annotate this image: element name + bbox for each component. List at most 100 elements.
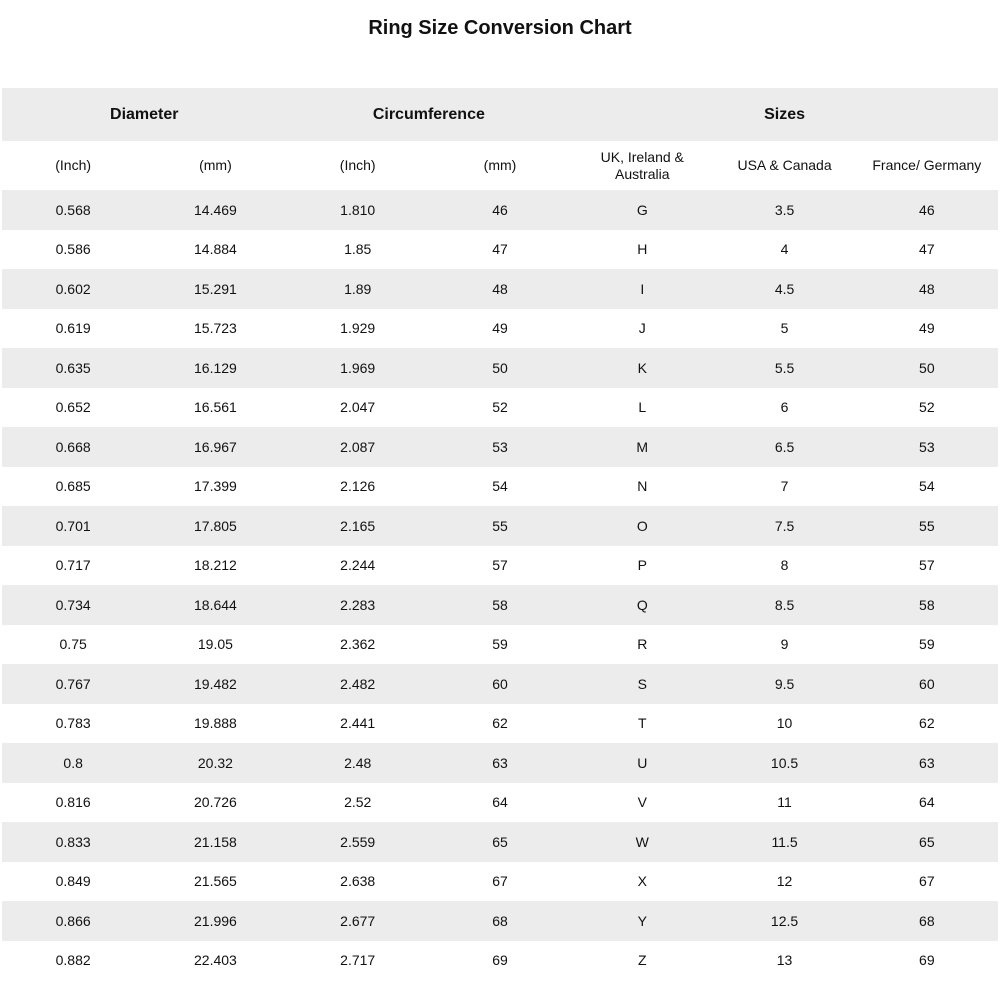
cell-usa-size: 4.5 <box>774 280 795 297</box>
cell-diameter-inch: 0.783 <box>55 715 91 732</box>
cell-usa-size: 4 <box>780 241 789 258</box>
table-row: 0.75 19.05 2.362 59 R 9 59 <box>2 625 998 665</box>
cell-circumference-inch: 2.677 <box>340 912 376 929</box>
cell-france-size: 64 <box>919 794 935 811</box>
cell-france-size: 60 <box>919 675 935 692</box>
subheader-circumference-inch: (Inch) <box>286 141 429 190</box>
cell-diameter-inch: 0.568 <box>55 201 91 218</box>
cell-diameter-mm: 21.996 <box>194 912 237 929</box>
cell-circumference-mm: 47 <box>492 241 508 258</box>
table-row: 0.619 15.723 1.929 49 J 5 49 <box>2 309 998 349</box>
cell-diameter-mm: 22.403 <box>194 952 237 969</box>
cell-uk-size: T <box>637 715 647 732</box>
cell-diameter-mm: 19.888 <box>194 715 237 732</box>
cell-diameter-inch: 0.734 <box>55 596 91 613</box>
cell-diameter-mm: 19.482 <box>194 675 237 692</box>
cell-france-size: 59 <box>919 636 935 653</box>
cell-uk-size: N <box>637 478 648 495</box>
cell-diameter-inch: 0.849 <box>55 873 91 890</box>
table-row: 0.685 17.399 2.126 54 N 7 54 <box>2 467 998 507</box>
cell-usa-size: 9.5 <box>774 675 795 692</box>
subheader-circumference-mm: (mm) <box>428 141 572 190</box>
cell-circumference-inch: 1.89 <box>344 280 372 297</box>
cell-usa-size: 3.5 <box>774 201 795 218</box>
cell-uk-size: M <box>636 438 649 455</box>
table-row: 0.586 14.884 1.85 47 H 4 47 <box>2 230 998 270</box>
cell-usa-size: 10.5 <box>770 754 799 771</box>
cell-usa-size: 11 <box>777 794 792 811</box>
cell-france-size: 69 <box>919 952 935 969</box>
cell-france-size: 58 <box>919 596 935 613</box>
cell-france-size: 53 <box>919 438 935 455</box>
table-row: 0.701 17.805 2.165 55 O 7.5 55 <box>2 506 998 546</box>
cell-uk-size: R <box>637 636 648 653</box>
cell-diameter-mm: 17.399 <box>194 478 237 495</box>
cell-france-size: 57 <box>919 557 935 574</box>
cell-usa-size: 12 <box>776 873 793 890</box>
cell-uk-size: X <box>637 873 647 890</box>
cell-uk-size: U <box>637 754 648 771</box>
sub-header-row: (Inch) (mm) (Inch) (mm) UK, Ireland & Au… <box>2 141 998 190</box>
cell-circumference-inch: 1.969 <box>340 359 376 376</box>
cell-circumference-mm: 59 <box>492 636 508 653</box>
cell-usa-size: 6 <box>780 399 789 416</box>
cell-uk-size: K <box>637 359 647 376</box>
cell-circumference-inch: 2.482 <box>340 675 376 692</box>
cell-circumference-mm: 63 <box>492 754 508 771</box>
ring-size-table: Diameter Circumference Sizes (Inch) (mm)… <box>2 88 998 980</box>
table-row: 0.866 21.996 2.677 68 Y 12.5 68 <box>2 901 998 941</box>
cell-circumference-inch: 2.717 <box>340 952 376 969</box>
cell-france-size: 48 <box>919 280 935 297</box>
cell-circumference-mm: 62 <box>492 715 508 732</box>
cell-france-size: 65 <box>919 833 935 850</box>
cell-circumference-mm: 58 <box>492 596 508 613</box>
subheader-france: France/ Germany <box>855 141 998 190</box>
cell-uk-size: Q <box>636 596 648 613</box>
table-row: 0.717 18.212 2.244 57 P 8 57 <box>2 546 998 586</box>
cell-circumference-inch: 2.047 <box>340 399 376 416</box>
subheader-diameter-inch: (Inch) <box>2 141 145 190</box>
cell-circumference-inch: 2.638 <box>340 873 376 890</box>
cell-circumference-inch: 2.165 <box>340 517 376 534</box>
cell-france-size: 63 <box>919 754 935 771</box>
table-row: 0.849 21.565 2.638 67 X 12 67 <box>2 862 998 902</box>
cell-usa-size: 8.5 <box>774 596 795 613</box>
cell-diameter-inch: 0.652 <box>55 399 91 416</box>
cell-diameter-mm: 15.291 <box>194 280 237 297</box>
table-row: 0.635 16.129 1.969 50 K 5.5 50 <box>2 348 998 388</box>
cell-france-size: 55 <box>919 517 935 534</box>
cell-diameter-mm: 18.212 <box>194 557 237 574</box>
cell-france-size: 68 <box>919 912 935 929</box>
cell-diameter-inch: 0.816 <box>55 794 91 811</box>
cell-circumference-mm: 54 <box>492 478 508 495</box>
cell-circumference-mm: 48 <box>492 280 508 297</box>
cell-usa-size: 7.5 <box>774 517 795 534</box>
cell-usa-size: 5 <box>780 320 789 337</box>
cell-france-size: 54 <box>919 478 935 495</box>
cell-circumference-mm: 65 <box>492 833 508 850</box>
cell-circumference-mm: 64 <box>492 794 508 811</box>
cell-diameter-mm: 16.129 <box>194 359 237 376</box>
cell-circumference-mm: 46 <box>492 201 508 218</box>
cell-diameter-inch: 0.619 <box>55 320 91 337</box>
cell-diameter-mm: 16.967 <box>194 438 237 455</box>
cell-usa-size: 10 <box>776 715 793 732</box>
cell-diameter-mm: 14.469 <box>194 201 237 218</box>
cell-uk-size: J <box>638 320 646 337</box>
header-sizes: Sizes <box>571 88 998 141</box>
cell-circumference-inch: 1.929 <box>340 320 376 337</box>
table-row: 0.734 18.644 2.283 58 Q 8.5 58 <box>2 585 998 625</box>
cell-usa-size: 9 <box>780 636 789 653</box>
cell-uk-size: G <box>636 201 648 218</box>
subheader-usa: USA & Canada <box>713 141 856 190</box>
cell-france-size: 47 <box>919 241 935 258</box>
cell-france-size: 49 <box>919 320 935 337</box>
cell-diameter-mm: 14.884 <box>194 241 237 258</box>
cell-circumference-inch: 2.48 <box>344 754 372 771</box>
cell-usa-size: 6.5 <box>774 438 795 455</box>
table-row: 0.833 21.158 2.559 65 W 11.5 65 <box>2 822 998 862</box>
cell-circumference-mm: 67 <box>492 873 508 890</box>
cell-diameter-inch: 0.767 <box>55 675 91 692</box>
cell-diameter-mm: 18.644 <box>194 596 237 613</box>
cell-diameter-inch: 0.602 <box>55 280 91 297</box>
